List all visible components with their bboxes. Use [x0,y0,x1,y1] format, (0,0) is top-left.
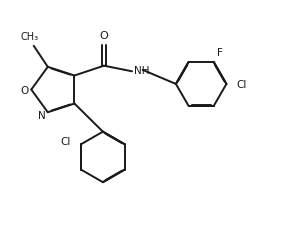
Text: NH: NH [134,66,150,76]
Text: F: F [217,48,223,58]
Text: N: N [38,110,46,121]
Text: Cl: Cl [61,137,71,147]
Text: O: O [99,30,108,40]
Text: CH₃: CH₃ [21,32,39,42]
Text: O: O [20,85,28,95]
Text: Cl: Cl [236,80,246,90]
